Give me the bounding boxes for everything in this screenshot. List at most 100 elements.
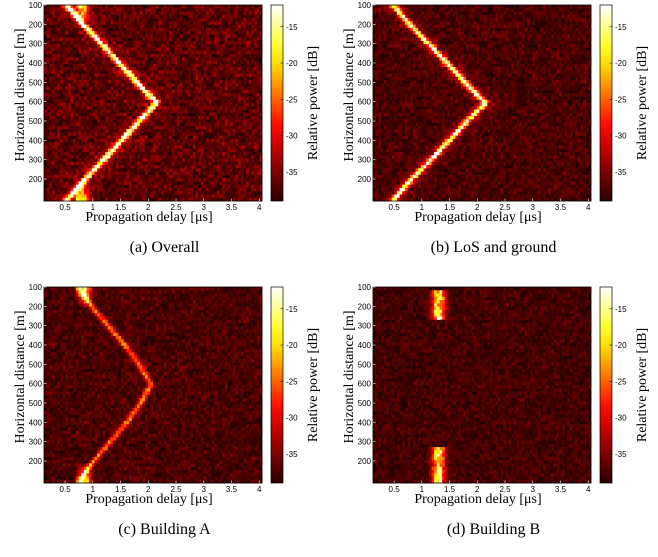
heatmap-cell bbox=[65, 54, 68, 58]
heatmap-cell bbox=[219, 145, 222, 149]
heatmap-cell bbox=[378, 5, 381, 9]
heatmap-cell bbox=[71, 175, 74, 179]
heatmap-cell bbox=[110, 178, 113, 182]
heatmap-cell bbox=[193, 41, 196, 45]
heatmap-cell bbox=[81, 123, 84, 127]
heatmap-cell bbox=[188, 5, 191, 9]
heatmap-cell bbox=[204, 83, 207, 87]
heatmap-cell bbox=[126, 106, 129, 110]
heatmap-cell bbox=[92, 136, 95, 140]
heatmap-cell bbox=[95, 28, 98, 32]
heatmap-cell bbox=[137, 119, 140, 123]
heatmap-cell bbox=[164, 103, 167, 107]
heatmap-cell bbox=[182, 162, 185, 166]
heatmap-cell bbox=[254, 142, 257, 146]
heatmap-cell bbox=[84, 139, 87, 143]
heatmap-cell bbox=[95, 194, 98, 198]
heatmap-cell bbox=[97, 123, 100, 127]
heatmap-cell bbox=[402, 18, 405, 22]
heatmap-cell bbox=[243, 168, 246, 172]
heatmap-cell bbox=[132, 185, 135, 189]
heatmap-cell bbox=[158, 44, 161, 48]
heatmap-cell bbox=[426, 25, 429, 29]
heatmap-cell bbox=[65, 21, 68, 25]
heatmap-cell bbox=[84, 34, 87, 38]
heatmap-cell bbox=[249, 126, 252, 130]
heatmap-cell bbox=[121, 106, 124, 110]
heatmap-cell bbox=[126, 113, 129, 117]
heatmap-cell bbox=[79, 61, 82, 65]
heatmap-cell bbox=[100, 181, 103, 185]
heatmap-cell bbox=[100, 194, 103, 198]
heatmap-cell bbox=[73, 116, 76, 120]
heatmap-cell bbox=[180, 64, 183, 68]
heatmap-cell bbox=[105, 139, 108, 143]
heatmap-cell bbox=[196, 31, 199, 35]
heatmap-cell bbox=[214, 136, 217, 140]
heatmap-cell bbox=[249, 106, 252, 110]
heatmap-cell bbox=[65, 96, 68, 100]
heatmap-cell bbox=[227, 54, 230, 58]
heatmap-cell bbox=[81, 31, 84, 35]
heatmap-cell bbox=[140, 149, 143, 153]
heatmap-cell bbox=[153, 149, 156, 153]
heatmap-cell bbox=[116, 8, 119, 12]
heatmap-cell bbox=[121, 188, 124, 192]
heatmap-cell bbox=[113, 136, 116, 140]
heatmap-cell bbox=[44, 168, 47, 172]
heatmap-cell bbox=[233, 145, 236, 149]
heatmap-cell bbox=[137, 70, 140, 74]
heatmap-cell bbox=[206, 165, 209, 169]
heatmap-cell bbox=[44, 139, 47, 143]
heatmap-cell bbox=[102, 34, 105, 38]
heatmap-cell bbox=[246, 119, 249, 123]
heatmap-cell bbox=[177, 162, 180, 166]
heatmap-cell bbox=[129, 175, 132, 179]
heatmap-cell bbox=[102, 191, 105, 195]
heatmap-cell bbox=[158, 77, 161, 81]
heatmap-cell bbox=[105, 106, 108, 110]
heatmap-cell bbox=[429, 5, 432, 9]
heatmap-cell bbox=[158, 149, 161, 153]
heatmap-cell bbox=[206, 90, 209, 94]
heatmap-cell bbox=[405, 18, 408, 22]
heatmap-cell bbox=[177, 57, 180, 61]
heatmap-cell bbox=[198, 80, 201, 84]
heatmap-cell bbox=[193, 188, 196, 192]
heatmap-cell bbox=[556, 12, 559, 16]
heatmap-cell bbox=[52, 96, 55, 100]
heatmap-cell bbox=[89, 18, 92, 22]
heatmap-cell bbox=[214, 181, 217, 185]
heatmap-cell bbox=[400, 8, 403, 12]
heatmap-cell bbox=[535, 15, 538, 19]
heatmap-cell bbox=[169, 168, 172, 172]
heatmap-cell bbox=[227, 185, 230, 189]
heatmap-cell bbox=[84, 18, 87, 22]
heatmap-cell bbox=[227, 110, 230, 114]
heatmap-cell bbox=[47, 61, 50, 65]
heatmap-cell bbox=[447, 12, 450, 16]
heatmap-cell bbox=[169, 175, 172, 179]
heatmap-cell bbox=[509, 12, 512, 16]
heatmap-cell bbox=[71, 145, 74, 149]
heatmap-cell bbox=[405, 12, 408, 16]
heatmap-cell bbox=[211, 18, 214, 22]
heatmap-cell bbox=[217, 123, 220, 127]
heatmap-cell bbox=[113, 191, 116, 195]
heatmap-cell bbox=[201, 12, 204, 16]
heatmap-cell bbox=[87, 18, 90, 22]
heatmap-cell bbox=[434, 8, 437, 12]
heatmap-cell bbox=[105, 67, 108, 71]
heatmap-cell bbox=[246, 188, 249, 192]
heatmap-cell bbox=[156, 67, 159, 71]
heatmap-cell bbox=[47, 67, 50, 71]
heatmap-cell bbox=[68, 152, 71, 156]
heatmap-cell bbox=[193, 194, 196, 198]
heatmap-cell bbox=[89, 123, 92, 127]
heatmap-cell bbox=[251, 152, 254, 156]
heatmap-cell bbox=[132, 181, 135, 185]
heatmap-cell bbox=[153, 188, 156, 192]
heatmap-cell bbox=[129, 142, 132, 146]
heatmap-cell bbox=[437, 25, 440, 29]
heatmap-cell bbox=[71, 54, 74, 58]
